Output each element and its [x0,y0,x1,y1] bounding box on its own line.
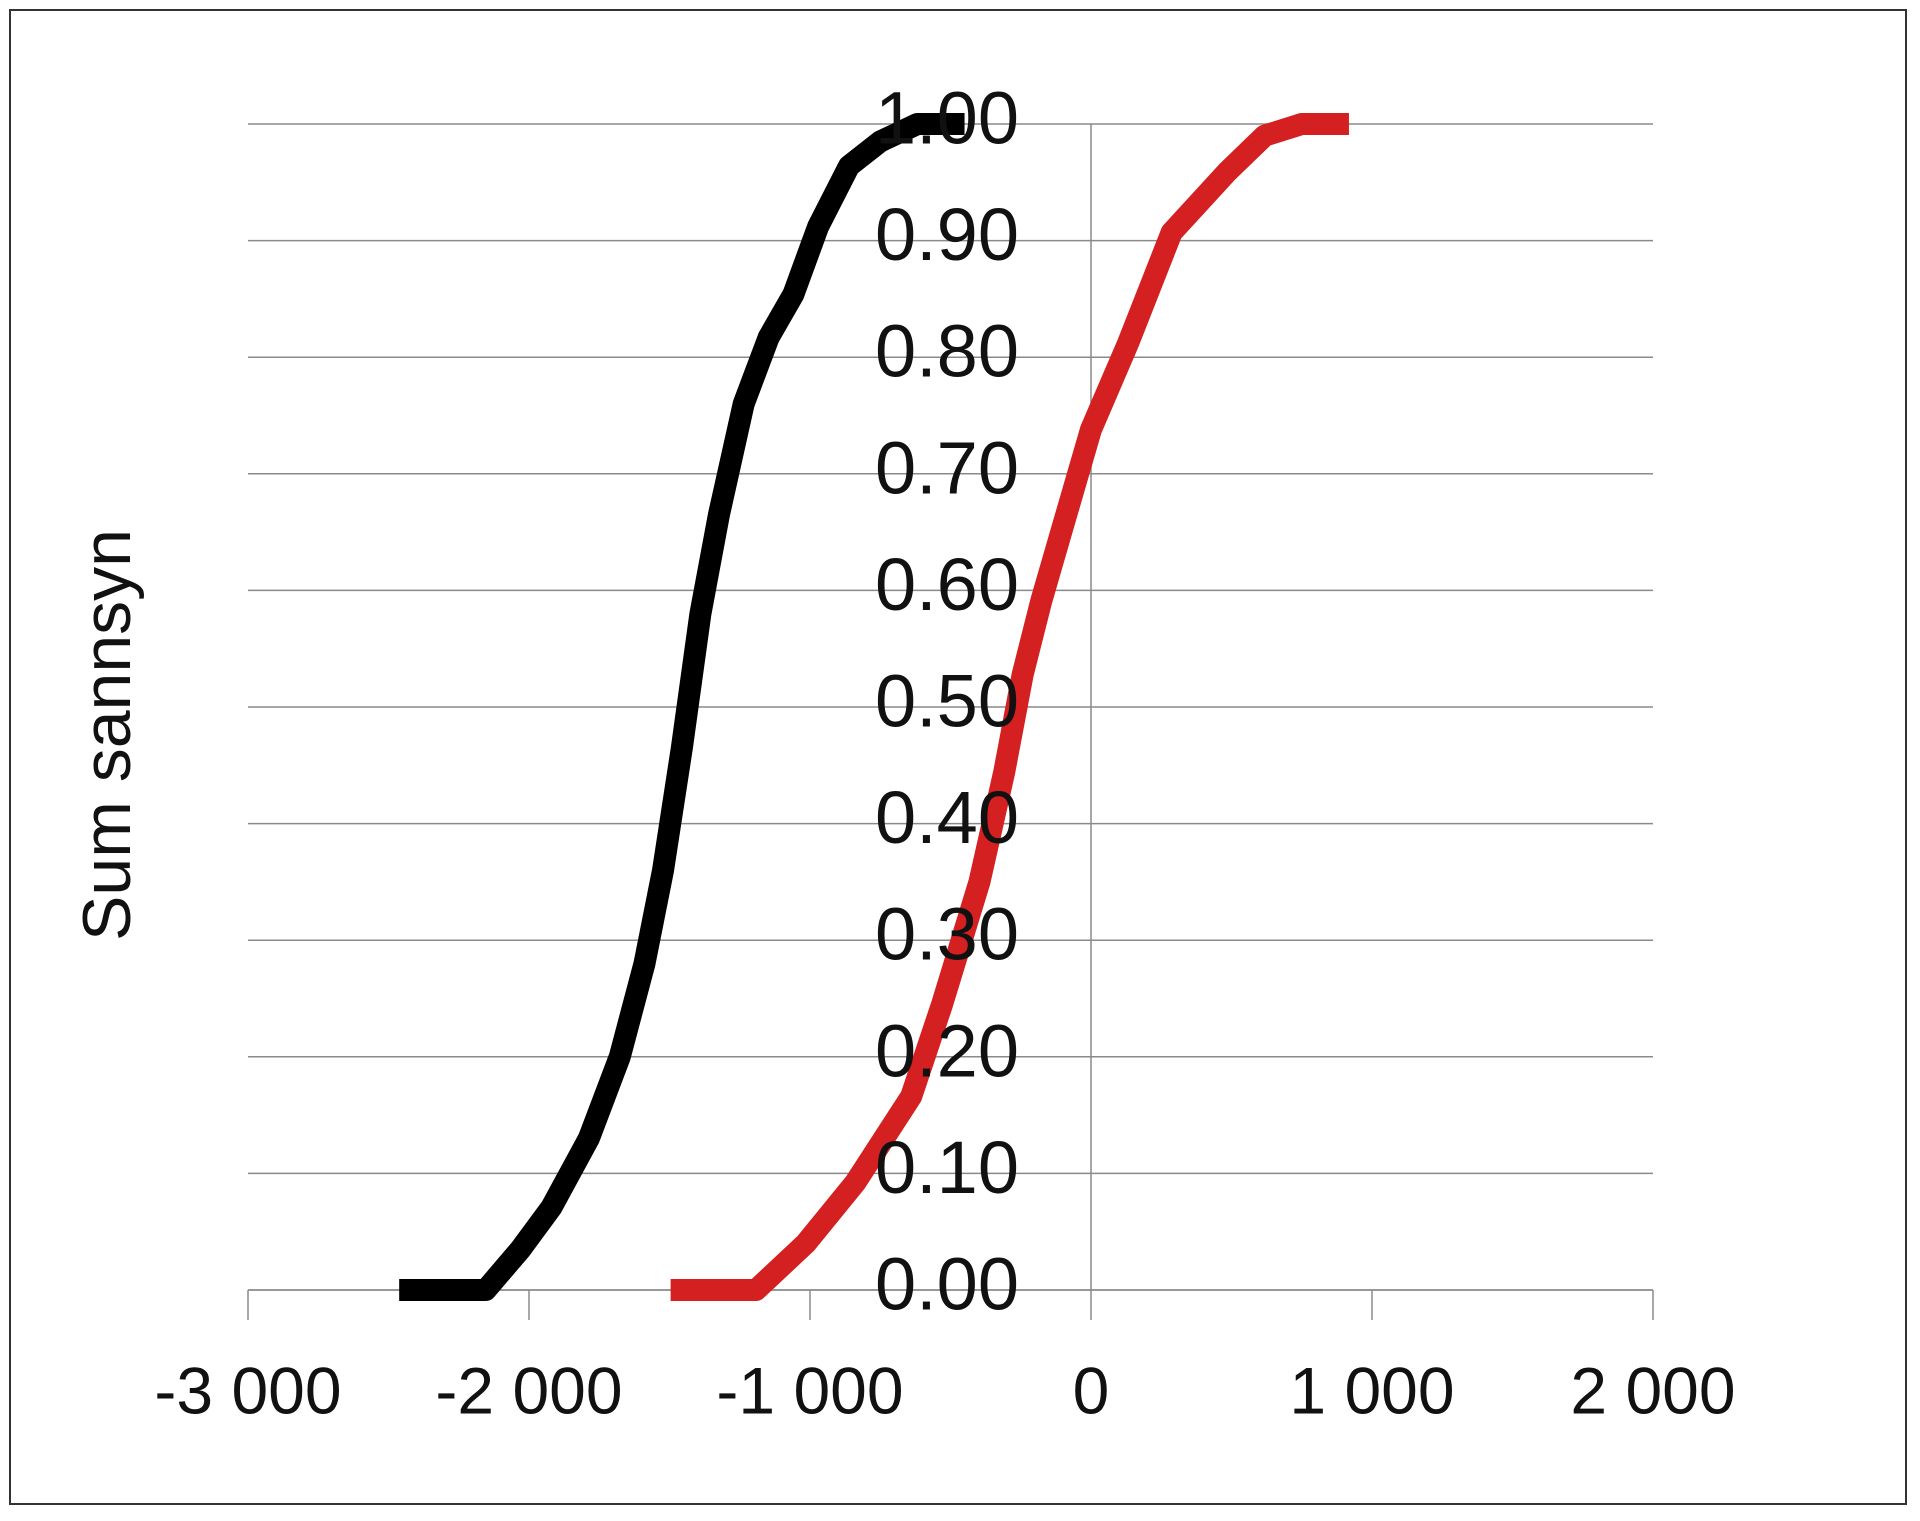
chart-border [9,9,1907,1505]
y-axis-title: Sum sannsyn [69,529,145,941]
y-tick-label: 0.40 [875,776,1019,859]
y-tick-label: 0.90 [875,193,1019,276]
data-line [399,113,965,1301]
x-tick-label: 2 000 [1570,1353,1735,1427]
x-tick-label: 1 000 [1289,1353,1454,1427]
x-tick-label: -1 000 [716,1353,903,1427]
y-tick-label: 0.20 [875,1009,1019,1092]
y-tick-label: 0.00 [875,1243,1019,1326]
x-tick-label: 0 [1073,1353,1110,1427]
x-tick-label: -3 000 [154,1353,341,1427]
y-tick-label: 0.70 [875,426,1019,509]
y-tick-label: 0.80 [875,310,1019,393]
y-tick-label: 0.10 [875,1126,1019,1209]
y-tick-label: 0.30 [875,893,1019,976]
x-tick-label: -2 000 [435,1353,622,1427]
y-tick-label: 0.60 [875,543,1019,626]
data-line [670,113,1349,1301]
y-tick-label: 0.50 [875,660,1019,743]
y-tick-label: 1.00 [875,77,1019,160]
